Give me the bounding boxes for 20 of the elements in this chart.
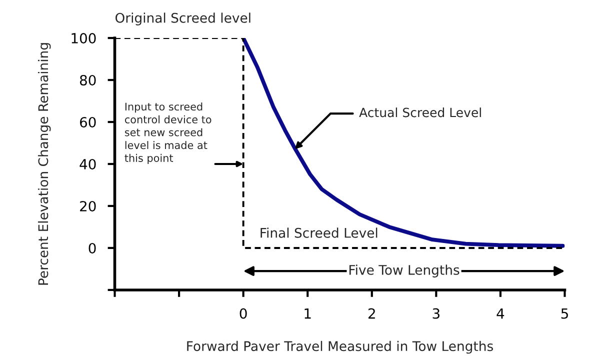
- x-tick-label: 3: [432, 308, 440, 319]
- annotation: Final Screed Level: [260, 228, 378, 238]
- x-tick-label: 4: [496, 308, 504, 319]
- y-axis-title: Percent Elevation Change Remaining: [38, 43, 51, 285]
- x-axis-title: Forward Paver Travel Measured in Tow Lengths: [187, 340, 493, 354]
- x-tick-label: 1: [304, 308, 311, 319]
- y-tick-label: 40: [80, 158, 96, 170]
- x-tick-label: 5: [561, 308, 568, 319]
- annotation: Five Tow Lengths: [349, 264, 460, 278]
- y-tick-label: 60: [80, 116, 96, 128]
- text: Original Screed level: [116, 12, 250, 26]
- line-series: [241, 38, 565, 248]
- annotation: Input to screed control device to set new screed level is made at this point: [124, 102, 212, 164]
- y-tick-label: 80: [80, 74, 96, 86]
- y-tick-label: 0: [88, 242, 96, 254]
- y-tick-label: 100: [72, 32, 96, 44]
- x-tick-label: 0: [240, 308, 247, 319]
- x-tick-label: 2: [368, 308, 375, 319]
- y-tick-label: 20: [80, 200, 96, 212]
- annotation: Actual Screed Level: [359, 108, 481, 118]
